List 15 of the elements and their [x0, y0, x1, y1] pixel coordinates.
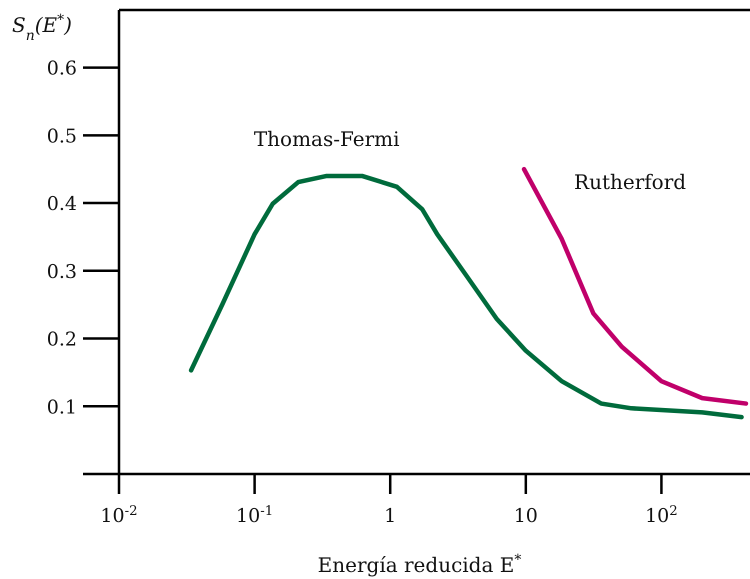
y-tick-label: 0.4	[46, 193, 77, 216]
y-tick-label: 0.2	[46, 328, 77, 351]
y-tick-label: 0.6	[46, 58, 77, 80]
series-label: Rutherford	[574, 170, 686, 194]
x-tick-label: 10$^{-2}$	[100, 504, 138, 527]
x-tick-label: 10	[514, 505, 538, 527]
y-tick-label: 0.1	[46, 396, 77, 418]
x-tick-label: 1	[384, 505, 396, 527]
y-tick-label: 0.5	[46, 125, 77, 148]
y-tick-label: 0.3	[46, 260, 77, 283]
x-axis-title: Energía reducida E$^{*}$	[318, 552, 522, 577]
x-tick-label: 10$^{2}$	[645, 504, 678, 527]
y-axis-title: S$_{n}$(E$^{*}$)	[12, 12, 72, 44]
series-label: Thomas-Fermi	[254, 126, 400, 151]
x-tick-label: 10$^{-1}$	[236, 504, 274, 527]
